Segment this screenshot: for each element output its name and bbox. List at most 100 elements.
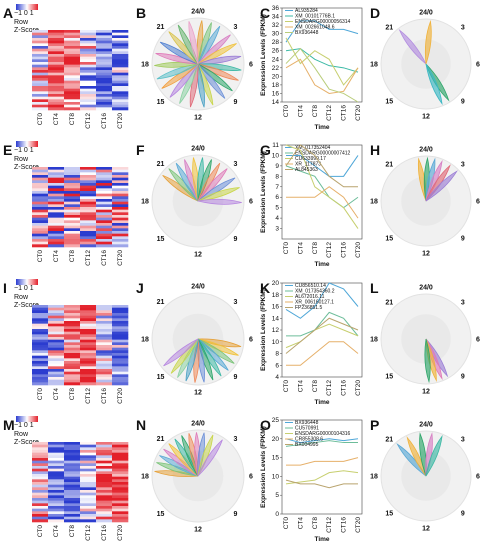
heatmap-cell [64,498,81,501]
heatmap-cell [96,75,113,79]
y-tick-label: 4 [275,215,279,222]
series-line [286,457,359,466]
series-line [286,311,359,337]
heatmap-cell [112,382,129,386]
line-plot-frame [281,419,363,515]
heatmap-cell [64,318,81,322]
heatmap-cell [96,313,113,316]
y-tick-label: 4 [275,374,279,381]
heatmap-cell [80,88,97,92]
heatmap-cell [32,223,49,226]
heatmap-cell [64,167,81,170]
heatmap-cell [64,379,81,383]
heatmap-cell [80,48,97,52]
heatmap-cell [32,70,49,73]
heatmap-time-label: CT20 [117,388,124,404]
heatmap-cell [112,78,129,81]
heatmap-cell [48,191,65,194]
heatmap-cell [80,463,97,467]
heatmap-cell [48,463,65,467]
heatmap-cell [64,48,81,52]
phase-radial-chart: 24/0 3 6 9 12 15 18 21 [370,147,480,258]
heatmap-cell [32,217,49,221]
y-tick-label: 28 [272,39,280,46]
heatmap-cell [32,196,49,200]
y-tick-label: 12 [272,327,280,334]
heatmap-cell [96,239,113,242]
panel-label-E: E [3,142,13,158]
y-tick-label: 18 [272,82,280,89]
heatmap-cell [112,377,129,380]
heatmap-cell [96,358,113,362]
heatmap-cell [96,498,113,501]
heatmap-cell [32,167,49,170]
heatmap-cell [112,353,129,356]
series-line [285,144,358,188]
heatmap-cell [96,40,113,44]
line-plot-frame [281,7,363,103]
heatmap-cell [48,460,65,464]
heatmap-cell [32,474,49,477]
heatmap-cell [80,80,97,84]
heatmap-cell [112,180,129,184]
rose-clock-label: 21 [157,161,165,168]
heatmap-cell [96,458,113,461]
x-tick-label: CT4 [297,105,304,118]
heatmap-cell [48,62,65,65]
heatmap-cell [96,175,113,178]
heatmap-cell [96,321,113,324]
heatmap-cell [96,329,113,332]
rose-clock-label: 24/0 [191,421,205,428]
heatmap-cell [96,72,113,76]
heatmap-cell [112,201,129,205]
heatmap-cell [112,43,129,47]
y-tick-label: 34 [272,14,280,21]
heatmap-cell [32,519,49,523]
y-tick-label: 18 [272,292,280,299]
heatmap-cell [48,369,65,372]
heatmap-cell [80,185,97,189]
heatmap-cell [64,201,81,205]
radial-clock-label: 24/0 [419,285,433,292]
radial-clock-label: 24/0 [419,10,433,17]
heatmap-cell [96,188,113,192]
heatmap-cell [80,350,97,354]
heatmap-cell [96,54,113,57]
heatmap-cell [96,468,113,472]
heatmap-cell [32,490,49,493]
heatmap-cell [112,220,129,224]
rose-clock-label: 15 [157,374,165,381]
heatmap-cell [32,508,49,512]
heatmap-cell [80,342,97,346]
heatmap-cell [80,458,97,461]
heatmap-cell [96,466,113,469]
heatmap-cell [112,104,129,108]
x-tick-label: CT20 [355,105,362,121]
heatmap-cell [48,78,65,81]
heatmap-cell [112,204,129,208]
series-line [285,37,359,86]
heatmap-cell [32,207,49,210]
heatmap-cell [112,358,129,362]
heatmap-cell [96,444,113,448]
heatmap-cell [96,519,113,523]
heatmap-cell [96,185,113,189]
panel-label-D: D [370,5,381,21]
heatmap-time-label: CT16 [101,113,108,129]
panel-label-M: M [3,417,15,433]
heatmap-cell [112,51,129,55]
row-zscore-legend: −1 0 1 Row Z-Score [14,141,40,172]
y-tick-label: 8 [275,351,279,358]
heatmap-cell [48,447,65,451]
heatmap-cell [96,91,113,95]
heatmap-cell [64,38,81,41]
heatmap-cell [64,313,81,316]
heatmap-cell [32,447,49,451]
rose-clock-label: 3 [234,161,238,168]
heatmap-cell [48,177,65,181]
heatmap-cell [96,353,113,356]
heatmap-cell [48,38,65,41]
heatmap-cell [48,345,65,348]
heatmap-cell [48,382,65,386]
heatmap-cell [48,353,65,356]
